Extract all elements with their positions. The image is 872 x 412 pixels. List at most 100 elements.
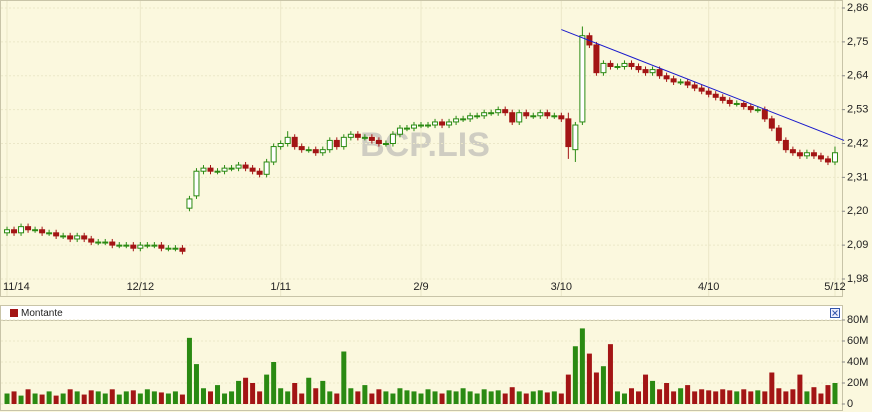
candle-body [207,167,214,172]
volume-bar [137,393,143,404]
volume-bar [818,393,824,404]
candle-body [347,133,354,138]
volume-bar [467,391,473,404]
candle-body [249,167,256,172]
y-tick-label: 2,42 [847,137,868,149]
candle-body [95,241,102,244]
volume-bar [523,393,529,404]
candle-body [684,81,691,86]
candle-body [375,139,382,145]
candle-body [565,118,572,148]
volume-bar [250,383,256,404]
volume-bar [60,393,66,404]
candle-body [235,164,242,169]
candle-body [193,170,200,197]
volume-bar [748,391,754,404]
volume-bar [208,391,213,404]
candle-body [705,90,712,95]
volume-bar [172,391,178,404]
candle-body [810,152,817,157]
candle-body [74,235,81,240]
y-tick-label: 2,31 [847,171,868,183]
candle-body [467,115,474,120]
volume-bar [74,391,80,404]
candle-body [137,244,144,249]
volume-bar [102,393,108,404]
candle-body [439,121,446,126]
candle-body [60,235,67,238]
candle-body [354,133,361,138]
volume-bar [685,385,691,404]
volume-bar [46,391,52,404]
volume-bar [306,377,312,404]
candle-body [733,102,740,105]
candle-body [4,229,11,234]
volume-bar [825,385,831,404]
volume-bar [488,391,494,404]
candle-body [481,112,488,117]
candle-body [726,99,733,104]
candle-body [32,229,39,232]
candle-body [403,127,410,130]
volume-bar [123,391,129,404]
volume-bar [530,391,536,404]
candle-body [537,112,544,117]
volume-bar [650,380,656,404]
candle-body [740,102,747,108]
y-tick-label: 60M [847,335,868,347]
candle-body [488,112,495,115]
volume-bar [222,393,228,404]
candle-body [460,118,467,121]
candle-body [130,244,137,249]
y-tick-label: 2,64 [847,70,868,82]
volume-bar [39,394,45,404]
candle-body [432,121,439,126]
volume-bar [453,391,459,404]
candle-body [221,167,228,172]
candle-body [172,247,179,250]
volume-bar [439,393,445,404]
candle-body [831,152,838,163]
candle-body [747,106,754,111]
candle-body [768,118,775,129]
volume-bar [151,391,157,404]
volume-bar [348,388,354,404]
candle-body [572,124,579,151]
candle-body [796,152,803,157]
candle-body [530,115,537,118]
candle-body [368,136,375,141]
volume-bar [699,389,705,404]
candle-body [579,35,586,123]
volume-bar [341,351,347,404]
candle-body [25,226,32,231]
volume-bar [572,346,578,404]
candle-body [621,62,628,68]
candle-body [495,109,502,114]
candle-body [396,127,403,135]
candle-body [817,155,824,160]
candle-body [11,229,18,234]
candle-body [670,78,677,83]
candle-body [677,81,684,84]
x-tick-label: 12/12 [127,281,155,293]
candle-body [333,139,340,148]
candle-body [558,115,565,120]
volume-bar [229,391,235,404]
candle-body [600,62,607,74]
y-tick-label: 2,53 [847,104,868,116]
candle-body [291,136,298,148]
volume-bar [313,388,319,404]
volume-bar [509,387,515,404]
candle-body [361,136,368,139]
volume-bar [334,393,340,404]
candle-body [516,112,523,123]
candle-body [319,149,326,154]
candle-body [39,229,46,234]
volume-bar [88,390,94,404]
volume-bar [200,388,206,404]
volume-bar [130,390,136,404]
candle-body [453,118,460,123]
volume-bar [551,391,557,404]
candle-body [607,62,614,68]
volume-bar [271,362,277,404]
